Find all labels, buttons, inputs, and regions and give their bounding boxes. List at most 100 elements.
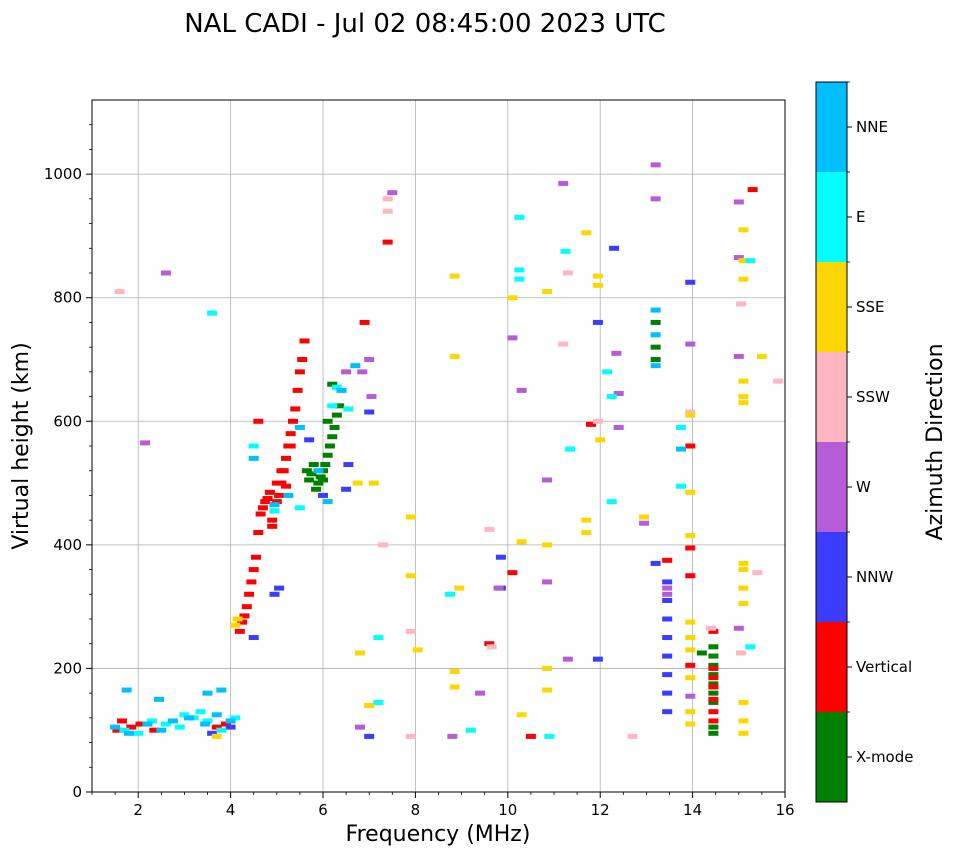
echo-point-e [676,483,687,489]
echo-point-vertical [271,480,282,486]
echo-point-vertical [117,718,128,724]
echo-point-x-mode [708,644,719,650]
colorbar-segment [816,262,847,352]
echo-point-e [343,406,354,412]
echo-point-vertical [149,727,160,733]
echo-point-sse [738,601,749,607]
echo-point-vertical [267,523,278,529]
echo-point-vertical [708,684,719,690]
axis-ticks: 2 4 6 8 10 12 14 16 0 200 400 600 800 1000 [44,124,795,819]
echo-point-e [606,394,617,400]
echo-point-vertical [220,721,231,727]
y-axis-label: Virtual height (km) [9,342,34,549]
y-tick-label: 200 [53,659,82,677]
echo-point-w [733,199,744,205]
echo-point-sse [364,703,375,708]
echo-point-nnw [225,724,236,730]
echo-point-ssw [736,301,747,307]
echo-point-e [602,369,613,375]
chart-title: NAL CADI - Jul 02 08:45:00 2023 UTC [184,9,666,39]
echo-point-w [685,693,696,699]
echo-point-vertical [239,613,250,619]
echo-point-ssw [382,208,393,214]
echo-point-vertical [246,579,257,585]
echo-point-sse [738,585,749,591]
colorbar-segment [816,532,847,622]
echo-point-w [733,255,744,261]
echo-point-ssw [773,378,784,384]
echo-point-sse [542,665,553,671]
echo-point-w [160,270,171,276]
data-points [110,162,784,739]
echo-point-nnw [662,653,673,659]
echo-point-w [613,390,624,396]
colorbar-label: E [856,208,865,226]
echo-point-vertical [585,421,596,427]
echo-point-e [207,310,218,316]
echo-point-nne [202,690,213,696]
echo-point-e [514,267,525,273]
echo-point-ssw [562,270,573,276]
echo-point-vertical [248,567,259,573]
echo-point-sse [354,650,365,656]
echo-point-vertical [290,406,301,412]
echo-point-sse [230,622,241,628]
echo-point-sse [685,619,696,625]
echo-point-vertical [285,431,296,437]
echo-point-x-mode [301,468,312,474]
echo-point-sse [454,585,465,591]
echo-point-x-mode [322,452,333,458]
echo-point-w [507,335,518,341]
echo-point-ssw [752,570,763,576]
echo-point-sse [232,616,243,622]
echo-point-vertical [234,628,245,634]
echo-point-vertical [525,733,536,739]
echo-point-sse [685,533,696,539]
echo-point-nne [322,499,333,505]
echo-point-w [562,656,573,662]
echo-point-ssw [405,733,416,739]
colorbar-frame [815,81,848,803]
echo-point-sse [516,712,527,718]
echo-point-sse [211,733,222,739]
echo-point-nne [142,721,153,727]
echo-point-nnw [364,733,375,739]
echo-point-vertical [211,724,222,730]
echo-point-w [357,369,368,375]
y-tick-label: 0 [72,783,82,801]
echo-point-w [662,585,673,591]
echo-point-vertical [662,557,673,563]
colorbar-segment [816,352,847,442]
echo-point-nne [153,696,164,702]
echo-point-vertical [241,604,252,610]
echo-point-e [544,733,555,739]
echo-point-nne [200,721,211,727]
echo-point-x-mode [696,650,707,656]
echo-point-nne [211,712,222,718]
echo-point-ssw [558,341,569,347]
echo-point-x-mode [313,480,324,486]
echo-point-x-mode [327,381,338,387]
echo-point-vertical [299,338,310,344]
echo-point-vertical [257,505,268,511]
echo-point-sse [685,709,696,715]
echo-point-e [195,709,206,715]
colorbar-label: W [856,478,871,496]
echo-point-nne [336,387,347,393]
echo-point-vertical [281,483,292,489]
echo-point-w [662,591,673,597]
echo-point-w [611,350,622,356]
echo-point-nne [123,730,134,736]
echo-point-nne [121,687,132,693]
echo-point-sse [542,687,553,693]
echo-point-e [514,214,525,220]
echo-point-x-mode [650,344,661,350]
x-tick-label: 4 [226,801,236,819]
echo-point-w [516,387,527,393]
echo-point-vertical [112,727,123,733]
x-tick-label: 16 [775,801,794,819]
echo-point-sse [516,539,527,545]
echo-point-nnw [662,690,673,696]
echo-point-nnw [318,492,328,498]
echo-point-nne [184,715,195,721]
